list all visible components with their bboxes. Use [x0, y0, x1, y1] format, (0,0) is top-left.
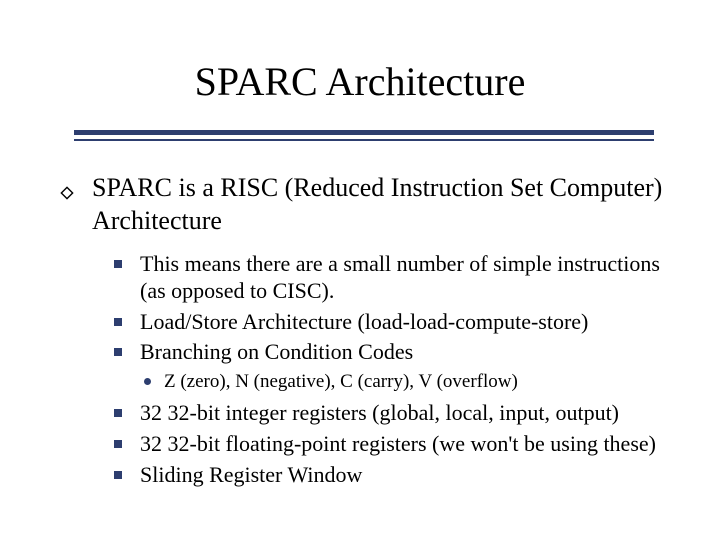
bullet-level2: Branching on Condition Codes	[114, 339, 688, 366]
bullet-level2-text: Load/Store Architecture (load-load-compu…	[140, 309, 588, 334]
square-icon	[114, 348, 122, 356]
bullet-level1-text: SPARC is a RISC (Reduced Instruction Set…	[92, 173, 662, 235]
square-icon	[114, 471, 122, 479]
bullet-level3: Z (zero), N (negative), C (carry), V (ov…	[144, 370, 688, 394]
level2-list-a: This means there are a small number of s…	[114, 251, 688, 489]
slide-content: SPARC is a RISC (Reduced Instruction Set…	[60, 172, 688, 493]
square-icon	[114, 260, 122, 268]
bullet-level2: 32 32-bit integer registers (global, loc…	[114, 400, 688, 427]
square-icon	[114, 409, 122, 417]
bullet-level2-text: 32 32-bit integer registers (global, loc…	[140, 400, 619, 425]
bullet-level2-text: 32 32-bit floating-point registers (we w…	[140, 431, 656, 456]
dot-icon	[144, 378, 151, 385]
divider-thick	[74, 130, 654, 135]
bullet-level2-text: Branching on Condition Codes	[140, 339, 413, 364]
bullet-level2: Sliding Register Window	[114, 462, 688, 489]
level3-list: Z (zero), N (negative), C (carry), V (ov…	[144, 370, 688, 394]
bullet-level2: 32 32-bit floating-point registers (we w…	[114, 431, 688, 458]
divider-thin	[74, 139, 654, 141]
bullet-level2-text: Sliding Register Window	[140, 462, 362, 487]
diamond-icon	[60, 176, 74, 190]
square-icon	[114, 318, 122, 326]
title-area: SPARC Architecture	[0, 0, 720, 105]
bullet-level2: Load/Store Architecture (load-load-compu…	[114, 309, 688, 336]
bullet-level1: SPARC is a RISC (Reduced Instruction Set…	[60, 172, 688, 237]
bullet-level3-text: Z (zero), N (negative), C (carry), V (ov…	[164, 371, 518, 392]
bullet-level2-text: This means there are a small number of s…	[140, 251, 660, 303]
square-icon	[114, 440, 122, 448]
slide-title: SPARC Architecture	[0, 58, 720, 105]
bullet-level2: This means there are a small number of s…	[114, 251, 688, 305]
